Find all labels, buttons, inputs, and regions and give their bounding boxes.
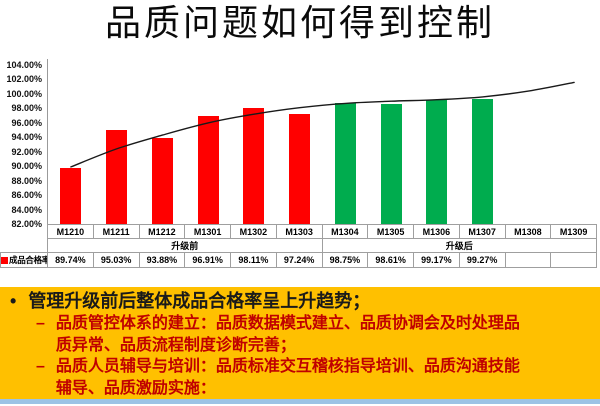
- sub-bullet-text: 品质管控体系的建立：品质数据模式建立、品质协调会及时处理品质异常、品质流程制度诊…: [55, 315, 520, 354]
- legend-marker-icon: [1, 256, 8, 264]
- legend-label: 成品合格率: [9, 255, 48, 265]
- value-cell-M1308: [504, 252, 552, 268]
- bullet-marker: •: [10, 291, 17, 311]
- y-tick-label: 96.00%: [11, 117, 42, 128]
- table-spacer: [1, 225, 48, 239]
- y-tick-label: 88.00%: [11, 175, 42, 186]
- category-cell-M1304: M1304: [321, 224, 369, 239]
- data-table: M1210 M1211 M1212 M1301 M1302 M1303 M1304 M1305…: [0, 224, 597, 268]
- category-cell-M1212: M1212: [138, 224, 186, 239]
- bar-M1306: [426, 99, 448, 224]
- value-cell-M1303: 97.24%: [275, 252, 323, 268]
- category-cell-M1307: M1307: [458, 224, 506, 239]
- value-cell-M1302: 98.11%: [230, 252, 277, 268]
- plot-area: [47, 59, 597, 224]
- value-cell-M1307: 99.27%: [458, 252, 506, 268]
- group-label-cell: 升级后: [321, 238, 597, 253]
- bar-M1211: [106, 129, 128, 224]
- y-tick-label: 82.00%: [11, 218, 42, 229]
- y-tick-label: 100.00%: [6, 88, 42, 99]
- y-tick-label: 104.00%: [6, 60, 42, 70]
- category-cell-M1210: M1210: [47, 224, 94, 239]
- bullet-text: 管理升级前后整体成品合格率呈上升趋势；: [28, 291, 371, 311]
- slide-bottom-accent: [0, 399, 600, 404]
- summary-callout: • 管理升级前后整体成品合格率呈上升趋势； – 品质管控体系的建立：品质数据模式…: [0, 287, 600, 399]
- category-cell-M1308: M1308: [504, 224, 552, 239]
- category-cell-M1303: M1303: [275, 224, 323, 239]
- category-cell-M1211: M1211: [92, 224, 140, 239]
- category-cell-M1302: M1302: [230, 224, 277, 239]
- value-cell-M1306: 99.17%: [413, 252, 460, 268]
- y-tick-label: 102.00%: [6, 74, 42, 85]
- value-cell-M1301: 96.91%: [184, 252, 231, 268]
- bar-M1303: [289, 113, 311, 224]
- y-tick-label: 98.00%: [11, 103, 42, 114]
- category-cell-M1306: M1306: [413, 224, 460, 239]
- bar-M1212: [151, 138, 173, 224]
- category-cell-M1309: M1309: [550, 224, 597, 239]
- bar-M1307: [472, 99, 494, 224]
- group-label-cell: 升级前: [47, 238, 323, 253]
- category-cell-M1301: M1301: [184, 224, 231, 239]
- bullet-item: • 管理升级前后整体成品合格率呈上升趋势；: [0, 290, 600, 313]
- value-cell-M1304: 98.75%: [321, 252, 369, 268]
- bar-M1305: [380, 104, 402, 224]
- bar-M1210: [60, 168, 82, 224]
- value-cell-M1212: 93.88%: [138, 252, 186, 268]
- bar-M1302: [243, 107, 265, 224]
- series-legend-cell: 成品合格率: [0, 252, 48, 268]
- value-cell-M1305: 98.61%: [367, 252, 414, 268]
- bar-M1304: [334, 103, 356, 224]
- y-tick-label: 86.00%: [11, 190, 42, 201]
- value-cell-M1211: 95.03%: [92, 252, 140, 268]
- table-spacer: [1, 239, 48, 253]
- y-tick-label: 94.00%: [11, 132, 42, 143]
- trend-line: [70, 81, 575, 168]
- sub-bullet-item: – 品质人员辅导与培训：品质标准交互稽核指导培训、品质沟通技能辅导、品质激励实施…: [0, 356, 600, 399]
- y-tick-label: 90.00%: [11, 161, 42, 172]
- value-cell-M1309: [550, 252, 597, 268]
- sub-bullet-item: – 品质管控体系的建立：品质数据模式建立、品质协调会及时处理品质异常、品质流程制…: [0, 313, 600, 356]
- category-cell-M1305: M1305: [367, 224, 414, 239]
- sub-bullet-text: 品质人员辅导与培训：品质标准交互稽核指导培训、品质沟通技能辅导、品质激励实施：: [55, 358, 520, 397]
- value-cell-M1210: 89.74%: [47, 252, 94, 268]
- bar-M1301: [197, 116, 219, 224]
- y-tick-label: 92.00%: [11, 146, 42, 157]
- y-tick-label: 84.00%: [11, 204, 42, 215]
- dash-marker: –: [36, 358, 45, 375]
- page-title: 品质问题如何得到控制: [104, 3, 495, 43]
- dash-marker: –: [36, 315, 45, 332]
